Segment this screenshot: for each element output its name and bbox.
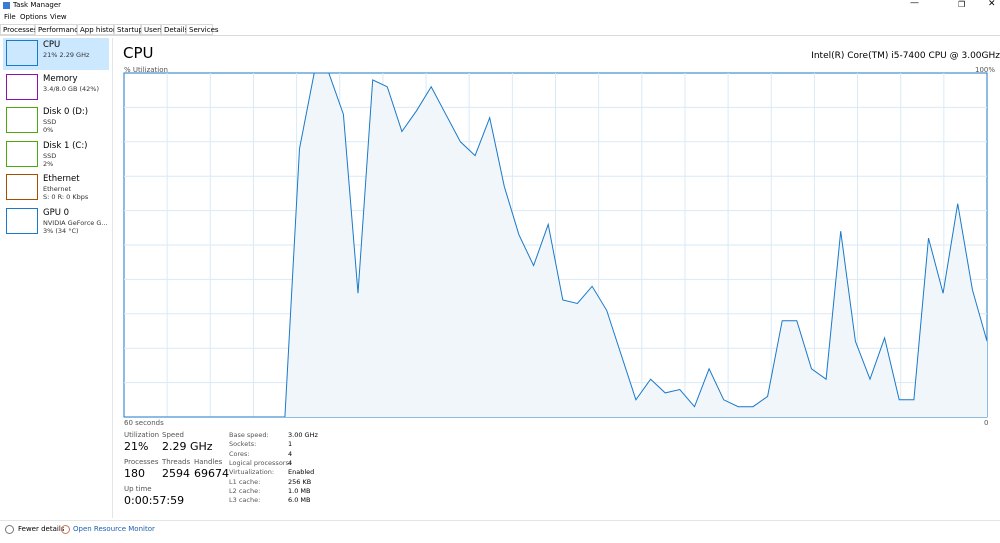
title-bar: Task Manager — ❐ ✕ <box>0 0 1000 12</box>
fewer-details-icon[interactable] <box>5 525 14 534</box>
sidebar-item[interactable]: GPU 0 NVIDIA GeForce G... 3% (34 °C) <box>3 206 109 238</box>
stat-value: 2.29 GHz <box>162 440 213 453</box>
tab[interactable]: Users <box>141 24 164 35</box>
sidebar-thumbnail <box>6 73 38 100</box>
sidebar-detail: 2% <box>43 159 54 168</box>
close-button[interactable]: ✕ <box>988 0 996 9</box>
menu-item[interactable]: File <box>4 13 16 21</box>
window-title: Task Manager <box>13 1 62 9</box>
sidebar-item[interactable]: CPU 21% 2.29 GHz <box>3 38 109 70</box>
stat-label: Handles <box>194 458 223 466</box>
sidebar-detail: 21% 2.29 GHz <box>43 51 90 59</box>
detail-label: Base speed: <box>229 431 269 439</box>
open-resource-monitor[interactable]: Open Resource Monitor <box>73 525 155 533</box>
detail-value: Enabled <box>288 468 315 477</box>
sidebar-detail: 3.4/8.0 GB (42%) <box>43 84 100 93</box>
sidebar-detail: Ethernet <box>43 185 71 193</box>
tab-bar: Processes Performance App history Startup Us… <box>0 0 1000 36</box>
utilization-line <box>124 72 988 418</box>
sidebar-name: Memory <box>43 73 78 84</box>
panel-title: CPU <box>123 44 154 62</box>
detail-label: L1 cache: <box>229 477 261 486</box>
tab[interactable]: Performance <box>35 24 82 35</box>
minimize-button[interactable]: — <box>910 0 919 8</box>
tab[interactable]: Startup <box>114 24 143 35</box>
sidebar-name: CPU <box>43 40 61 50</box>
tab[interactable]: Processes <box>0 24 38 35</box>
sidebar-thumbnail <box>6 207 38 234</box>
x-right-label: 0 <box>984 419 989 427</box>
detail-value: 4 <box>288 449 293 458</box>
tab-underline <box>0 35 1000 36</box>
detail-value: 1 <box>288 440 293 449</box>
detail-label: Logical processors: <box>229 458 292 467</box>
detail-value: 4 <box>288 458 293 467</box>
sidebar-detail: 3% (34 °C) <box>43 226 79 235</box>
resource-monitor-icon[interactable] <box>61 525 70 534</box>
stat-value: 0:00:57:59 <box>124 494 185 507</box>
sidebar-thumbnail <box>6 107 38 133</box>
tab[interactable]: Details <box>161 24 188 35</box>
sidebar-item[interactable]: Disk 1 (C:) SSD 2% <box>3 139 109 171</box>
stat-value: 2594 <box>162 467 190 480</box>
sidebar-detail: SSD <box>43 151 57 160</box>
y-max-label: 100% <box>975 66 996 74</box>
y-axis-label: % Utilization <box>124 66 168 74</box>
stat-value: 180 <box>124 467 145 480</box>
menu-item[interactable]: Options <box>20 13 48 21</box>
detail-label: Virtualization: <box>229 468 275 477</box>
sidebar-thumbnail <box>6 140 38 167</box>
sidebar-name: Ethernet <box>43 174 80 184</box>
stat-label: Threads <box>162 458 191 466</box>
sidebar-item[interactable]: Memory 3.4/8.0 GB (42%) <box>3 72 109 104</box>
stat-label: Processes <box>124 458 159 466</box>
maximize-button[interactable]: ❐ <box>958 0 966 9</box>
detail-value: 3.00 GHz <box>288 431 318 439</box>
cpu-model: Intel(R) Core(TM) i5-7400 CPU @ 3.00GHz <box>811 51 1000 61</box>
tab[interactable]: Services <box>186 24 219 35</box>
detail-label: Sockets: <box>229 440 257 449</box>
detail-label: L2 cache: <box>229 486 261 495</box>
detail-value: 256 KB <box>288 477 312 486</box>
fewer-details[interactable]: Fewer details <box>18 525 65 533</box>
detail-value: 1.0 MB <box>288 486 311 495</box>
sidebar-thumbnail <box>6 174 38 200</box>
sidebar-name: Disk 1 (C:) <box>43 140 88 151</box>
sidebar-item[interactable]: Ethernet Ethernet S: 0 R: 0 Kbps <box>3 172 109 204</box>
stat-value: 21% <box>124 440 149 453</box>
menu-bar: File Options View <box>0 12 200 22</box>
sidebar-detail: NVIDIA GeForce G... <box>43 218 108 227</box>
sidebar-thumbnail <box>6 40 38 66</box>
stat-label: Speed <box>162 431 184 439</box>
stat-label: Up time <box>124 485 152 493</box>
x-left-label: 60 seconds <box>124 419 164 427</box>
detail-value: 6.0 MB <box>288 496 311 505</box>
stat-value: 69674 <box>194 467 229 480</box>
sidebar: CPU 21% 2.29 GHz Memory 3.4/8.0 GB (42%) Dis… <box>0 38 113 518</box>
sidebar-item[interactable]: Disk 0 (D:) SSD 0% <box>3 105 109 137</box>
sidebar-detail: S: 0 R: 0 Kbps <box>43 193 89 201</box>
detail-label: Cores: <box>229 449 250 458</box>
stat-label: Utilization <box>124 431 160 439</box>
tab[interactable]: App history <box>77 24 120 35</box>
panel: CPU Intel(R) Core(TM) i5-7400 CPU @ 3.00… <box>112 38 1000 518</box>
sidebar-detail: SSD <box>43 118 57 126</box>
sidebar-name: Disk 0 (D:) <box>43 107 89 117</box>
sidebar-detail: 0% <box>43 126 54 134</box>
utilization-area <box>124 73 987 417</box>
sidebar-name: GPU 0 <box>43 207 70 218</box>
app-icon <box>3 2 10 9</box>
menu-item[interactable]: View <box>50 13 67 21</box>
footer: Fewer details Open Resource Monitor <box>0 520 1000 543</box>
detail-label: L3 cache: <box>229 496 261 505</box>
